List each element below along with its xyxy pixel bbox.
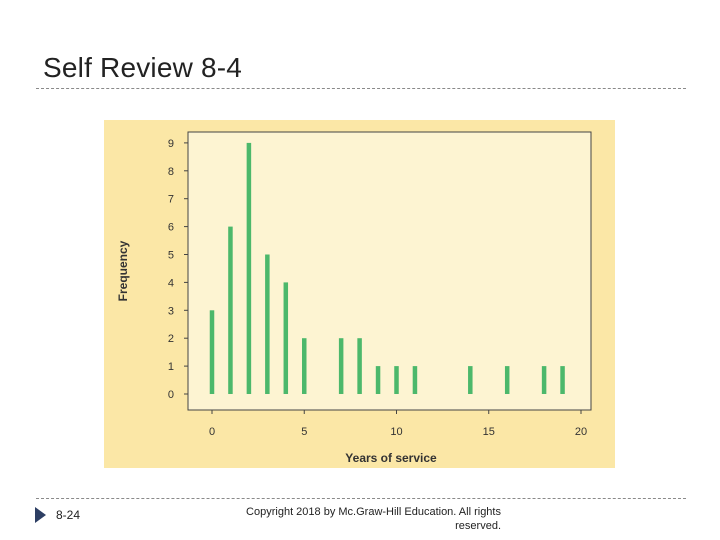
- x-tick-label: 5: [301, 426, 307, 438]
- y-tick-label: 6: [168, 222, 174, 234]
- y-tick-label: 4: [168, 277, 174, 289]
- x-tick-label: 10: [390, 426, 402, 438]
- bar-series: [209, 142, 565, 394]
- bar-x-1: [228, 226, 233, 394]
- top-divider: [36, 88, 686, 89]
- bar-x-16: [504, 366, 510, 394]
- slide-number-arrow-icon: [35, 507, 46, 523]
- x-tick-label: 0: [209, 426, 215, 438]
- bottom-divider: [36, 498, 686, 499]
- y-tick-label: 7: [168, 194, 174, 206]
- bar-x-8: [357, 338, 362, 394]
- y-axis-label: Frequency: [116, 240, 130, 301]
- x-tick-label: 15: [483, 426, 495, 438]
- bar-x-7: [338, 338, 344, 394]
- copyright-notice: Copyright 2018 by Mc.Graw-Hill Education…: [246, 506, 501, 532]
- plot-area: [187, 131, 592, 411]
- bar-x-18: [541, 366, 547, 394]
- slide-title: Self Review 8-4: [43, 52, 243, 83]
- y-tick-label: 2: [168, 333, 174, 345]
- y-tick-label: 9: [168, 138, 174, 150]
- bar-x-3: [265, 254, 270, 394]
- bar-x-4: [283, 282, 289, 394]
- bar-x-11: [412, 366, 418, 394]
- bar-x-10: [394, 366, 399, 394]
- y-tick-label: 3: [168, 305, 174, 317]
- x-axis-label: Years of service: [345, 451, 437, 465]
- y-tick-label: 0: [168, 389, 174, 401]
- x-tick-label: 20: [575, 426, 587, 438]
- chart-panel: 0 1 2 3 4 5 6 7 8 9 0 5 10 15 20 Years of service Fre…: [104, 120, 615, 468]
- bar-x-2: [246, 142, 252, 394]
- bar-x-0: [209, 310, 215, 394]
- bar-x-14: [468, 366, 473, 394]
- bar-x-9: [375, 366, 381, 394]
- bar-x-19: [560, 366, 565, 394]
- slide-number: 8-24: [56, 508, 81, 522]
- y-tick-label: 1: [168, 361, 174, 373]
- y-tick-label: 5: [168, 250, 174, 262]
- frequency-chart: 0 1 2 3 4 5 6 7 8 9 0 5 10 15 20 Years of service Fre…: [104, 120, 615, 468]
- y-tick-label: 8: [168, 166, 174, 178]
- bar-x-5: [302, 338, 307, 394]
- x-axis-ticks: 0 5 10 15 20: [209, 410, 587, 438]
- y-axis-ticks: 0 1 2 3 4 5 6 7 8 9: [168, 138, 188, 401]
